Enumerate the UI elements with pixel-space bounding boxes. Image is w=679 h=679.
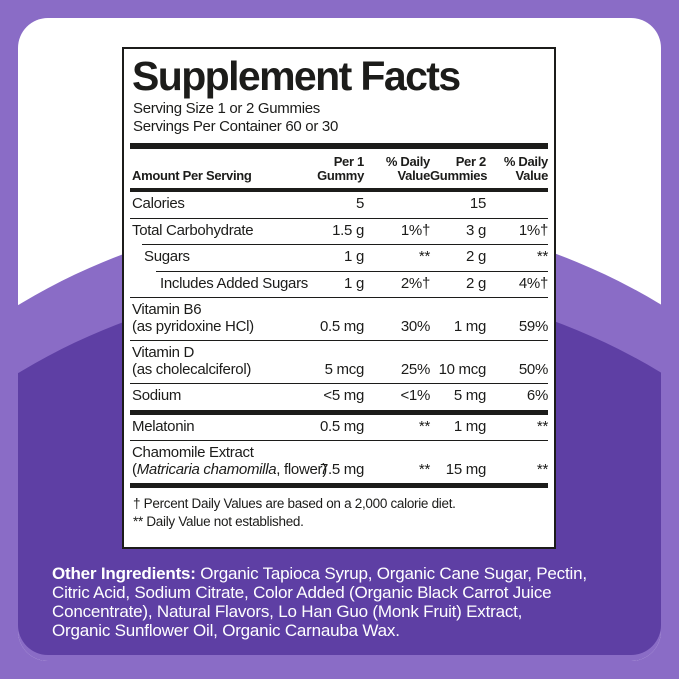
header-per-1-gummy: Per 1 Gummy [317, 154, 364, 183]
value-c2: <1% [400, 387, 430, 404]
nutrient-name: Sugars [144, 248, 190, 265]
header-daily-value-1: % Daily Value [385, 154, 430, 183]
value-c3: 2 g [466, 248, 486, 265]
nutrient-name: Calories [132, 195, 185, 212]
value-c3: 5 mg [453, 387, 486, 404]
value-c2: 25% [400, 360, 430, 378]
footnote-not-established: ** Daily Value not established. [133, 513, 304, 529]
serving-size-text: Serving Size 1 or 2 Gummies [133, 100, 320, 117]
divider-header [130, 188, 548, 192]
table-row: Chamomile Extract (Matricaria chamomilla,… [130, 441, 548, 483]
header-amount-per-serving: Amount Per Serving [132, 168, 252, 183]
row-divider [130, 440, 548, 441]
footnotes: † Percent Daily Values are based on a 2,… [130, 488, 548, 530]
value-c4: 1%† [518, 221, 548, 239]
row-divider [130, 340, 548, 341]
row-divider [130, 297, 548, 298]
header-daily-value-2: % Daily Value [503, 154, 548, 183]
value-c1: 5 [355, 195, 364, 212]
other-ingredients-line-3: Concentrate), Natural Flavors, Lo Han Gu… [52, 602, 523, 621]
row-divider [130, 217, 548, 219]
value-c1: 1 g [344, 274, 364, 292]
value-c1: 0.5 mg [319, 317, 364, 335]
nutrient-name: Chamomile Extract (Matricaria chamomilla,… [132, 444, 327, 478]
table-row: Vitamin D (as cholecalciferol) 5 mcg 25% 10 … [130, 341, 548, 383]
other-ingredients-line-4: Organic Sunflower Oil, Organic Carnauba … [52, 621, 400, 640]
supplement-facts-panel: Supplement Facts Serving Size 1 or 2 Gum… [122, 47, 556, 549]
table-row: Vitamin B6 (as pyridoxine HCl) 0.5 mg 30% 1 … [130, 298, 548, 340]
table-row: Total Carbohydrate 1.5 g 1%† 3 g 1%† [130, 219, 548, 245]
value-c2: 2%† [400, 274, 430, 292]
value-c3: 15 [469, 195, 486, 212]
value-c3: 10 mcg [438, 360, 487, 378]
row-divider [130, 383, 548, 384]
value-c2: 1%† [400, 221, 430, 239]
other-ingredients-block: Other Ingredients: Organic Tapioca Syrup… [52, 564, 634, 640]
footnote-daily-values: † Percent Daily Values are based on a 2,… [133, 496, 456, 511]
value-c3: 3 g [466, 221, 486, 239]
value-c3: 1 mg [453, 417, 486, 435]
table-row: Melatonin 0.5 mg ** 1 mg ** [130, 415, 548, 441]
nutrient-name: Includes Added Sugars [160, 274, 308, 292]
table-row: Calories 5 15 [130, 192, 548, 218]
value-c2: 30% [400, 317, 430, 335]
value-c4: 59% [518, 317, 548, 335]
nutrient-name: Vitamin D (as cholecalciferol) [132, 344, 252, 378]
value-c3: 15 mg [445, 460, 487, 478]
panel-title: Supplement Facts [132, 53, 461, 99]
nutrient-name: Vitamin B6 (as pyridoxine HCl) [132, 301, 254, 335]
servings-per-container-text: Servings Per Container 60 or 30 [133, 117, 338, 135]
row-divider [142, 244, 548, 245]
value-c1: 0.5 mg [319, 417, 364, 435]
value-c4: ** [536, 417, 548, 435]
value-c4: 50% [518, 360, 548, 378]
other-ingredients-line-2: Citric Acid, Sodium Citrate, Color Added… [52, 583, 552, 602]
table-header-row: Amount Per Serving Per 1 Gummy % Daily V… [130, 149, 548, 188]
value-c2: ** [418, 460, 430, 478]
value-c1: 7.5 mg [319, 460, 364, 478]
value-c1: 1 g [344, 248, 364, 265]
nutrient-name: Melatonin [132, 417, 195, 435]
nutrient-name: Total Carbohydrate [132, 221, 254, 239]
divider-thick-bottom [130, 483, 548, 488]
row-divider [130, 409, 548, 415]
row-divider [156, 270, 548, 272]
other-ingredients-text-1: Organic Tapioca Syrup, Organic Cane Suga… [195, 564, 587, 583]
table-row: Sugars 1 g ** 2 g ** [130, 245, 548, 271]
other-ingredients-line-1: Other Ingredients: Organic Tapioca Syrup… [52, 564, 634, 583]
value-c1: 5 mcg [324, 360, 365, 378]
other-ingredients-label: Other Ingredients: [52, 564, 196, 583]
table-row: Sodium <5 mg <1% 5 mg 6% [130, 384, 548, 410]
value-c4: 6% [526, 387, 548, 404]
value-c2: ** [418, 248, 430, 265]
header-per-2-gummies: Per 2 Gummies [430, 154, 488, 183]
value-c4: ** [536, 248, 548, 265]
value-c3: 1 mg [453, 317, 486, 335]
divider-thick-top [130, 143, 548, 149]
value-c3: 2 g [466, 274, 486, 292]
value-c1: 1.5 g [332, 221, 364, 239]
table-row: Includes Added Sugars 1 g 2%† 2 g 4%† [130, 272, 548, 298]
value-c2: ** [418, 417, 430, 435]
nutrient-name: Sodium [132, 387, 182, 404]
nutrient-table: Calories 5 15 Total Carbohydrate 1.5 g 1%† 3 g… [130, 192, 548, 483]
value-c1: <5 mg [323, 387, 364, 404]
value-c4: 4%† [518, 274, 548, 292]
value-c4: ** [536, 460, 548, 478]
